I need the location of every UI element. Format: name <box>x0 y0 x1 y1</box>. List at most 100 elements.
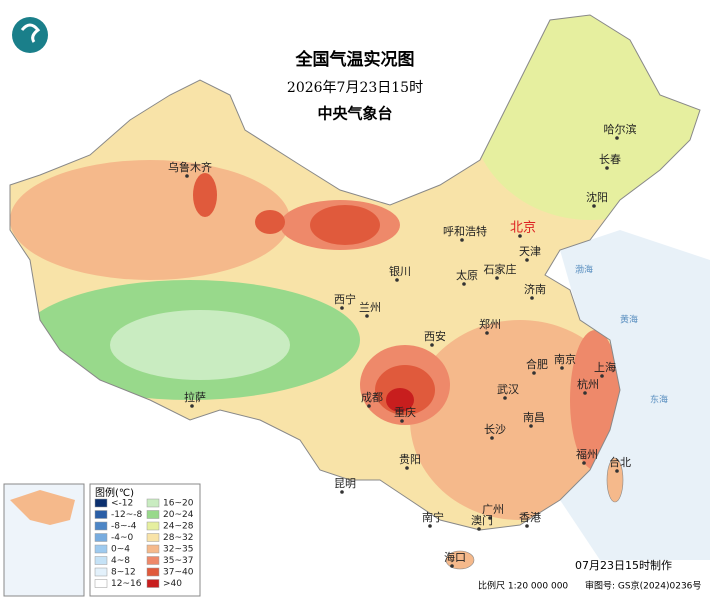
city-label: 兰州 <box>359 301 381 314</box>
legend-label: -12~-8 <box>111 510 142 520</box>
city-dot <box>462 282 466 286</box>
sea-label: 东海 <box>650 394 668 406</box>
city-dot <box>583 391 587 395</box>
legend-swatch <box>94 521 108 531</box>
sea-area <box>560 230 710 560</box>
title: 全国气温实况图 <box>295 49 415 70</box>
city-dot <box>367 404 371 408</box>
legend-swatch <box>146 579 160 588</box>
city-dot <box>488 516 492 520</box>
legend-label: 28~32 <box>163 533 193 543</box>
city-dot <box>460 238 464 242</box>
city-dot <box>560 366 564 370</box>
city-dot <box>490 436 494 440</box>
agency: 中央气象台 <box>317 105 392 123</box>
city-label: 银川 <box>389 264 411 278</box>
city-label: 成都 <box>361 391 383 404</box>
legend-swatch <box>94 567 108 577</box>
city-label: 郑州 <box>479 317 501 331</box>
legend-swatch <box>146 544 160 554</box>
city-dot <box>518 234 522 238</box>
footer-made: 07月23日15时制作 <box>575 559 672 572</box>
legend-swatch <box>94 498 108 508</box>
zone <box>10 160 290 280</box>
city-label: 拉萨 <box>184 390 206 404</box>
legend-label: 16~20 <box>163 499 194 509</box>
legend-label: 12~16 <box>111 579 142 589</box>
city-dot <box>450 564 454 568</box>
city-label: 武汉 <box>497 383 519 396</box>
city-label: 合肥 <box>526 357 548 371</box>
zone <box>255 210 285 234</box>
city-dot <box>477 527 481 531</box>
legend-label: 24~28 <box>163 522 194 532</box>
city-label: 乌鲁木齐 <box>168 160 212 174</box>
sea-label: 黄海 <box>620 314 638 326</box>
city-dot <box>400 419 404 423</box>
city-label: 福州 <box>576 447 598 461</box>
footer-approval: 审图号: GS京(2024)0236号 <box>585 580 701 592</box>
city-dot <box>592 204 596 208</box>
city-dot <box>529 424 533 428</box>
legend-swatch <box>146 510 160 519</box>
city-dot <box>405 466 409 470</box>
zone <box>193 173 217 217</box>
city-label: 石家庄 <box>484 262 517 276</box>
city-label: 南宁 <box>422 510 444 524</box>
city-label: 沈阳 <box>586 190 608 204</box>
city-dot <box>503 396 507 400</box>
legend-label: -8~-4 <box>111 522 137 532</box>
logo-mark <box>20 23 41 43</box>
legend-swatch <box>146 521 160 531</box>
city-dot <box>430 343 434 347</box>
city-label: 台北 <box>609 455 631 469</box>
city-label: 长春 <box>599 153 621 166</box>
city-label: 长沙 <box>484 423 506 436</box>
city-label: 北京 <box>510 221 536 236</box>
city-dot <box>615 469 619 473</box>
legend-swatch <box>146 556 160 565</box>
zone <box>110 310 290 380</box>
logo <box>12 17 48 53</box>
legend-label: 37~40 <box>163 568 194 578</box>
city-label: 天津 <box>519 245 541 258</box>
city-dot <box>340 490 344 494</box>
city-label: 西安 <box>424 329 446 343</box>
city-dot <box>615 136 619 140</box>
legend-label: 0~4 <box>111 545 130 555</box>
city-dot <box>428 524 432 528</box>
legend-label: 4~8 <box>111 556 130 566</box>
city-label: 哈尔滨 <box>604 122 637 136</box>
legend-swatch <box>94 544 108 554</box>
sea-label: 渤海 <box>575 264 593 276</box>
city-dot <box>485 331 489 335</box>
footer-scale: 比例尺 1:20 000 000 <box>478 580 568 592</box>
city-dot <box>495 276 499 280</box>
legend-label: -4~0 <box>111 533 134 543</box>
legend-swatch <box>94 510 108 519</box>
city-label: 济南 <box>524 282 546 296</box>
city-label: 贵阳 <box>399 453 421 466</box>
hainan <box>445 550 475 570</box>
legend-label: 32~35 <box>163 545 193 555</box>
city-dot <box>525 524 529 528</box>
legend-box <box>89 483 201 597</box>
legend-swatch <box>94 556 108 565</box>
legend-label: 8~12 <box>111 568 136 578</box>
city-label: 昆明 <box>334 477 356 490</box>
city-label: 上海 <box>594 360 616 374</box>
city-label: 重庆 <box>394 405 416 419</box>
city-label: 西宁 <box>334 292 356 306</box>
city-label: 南昌 <box>523 411 545 424</box>
zone <box>386 388 414 412</box>
city-label: 南京 <box>554 352 576 366</box>
legend-swatch <box>94 533 108 542</box>
legend-label: 20~24 <box>163 510 194 520</box>
city-dot <box>395 278 399 282</box>
city-dot <box>525 258 529 262</box>
taiwan <box>606 457 624 503</box>
legend-title: 图例(℃) <box>95 486 134 499</box>
city-label: 澳门 <box>471 513 493 527</box>
